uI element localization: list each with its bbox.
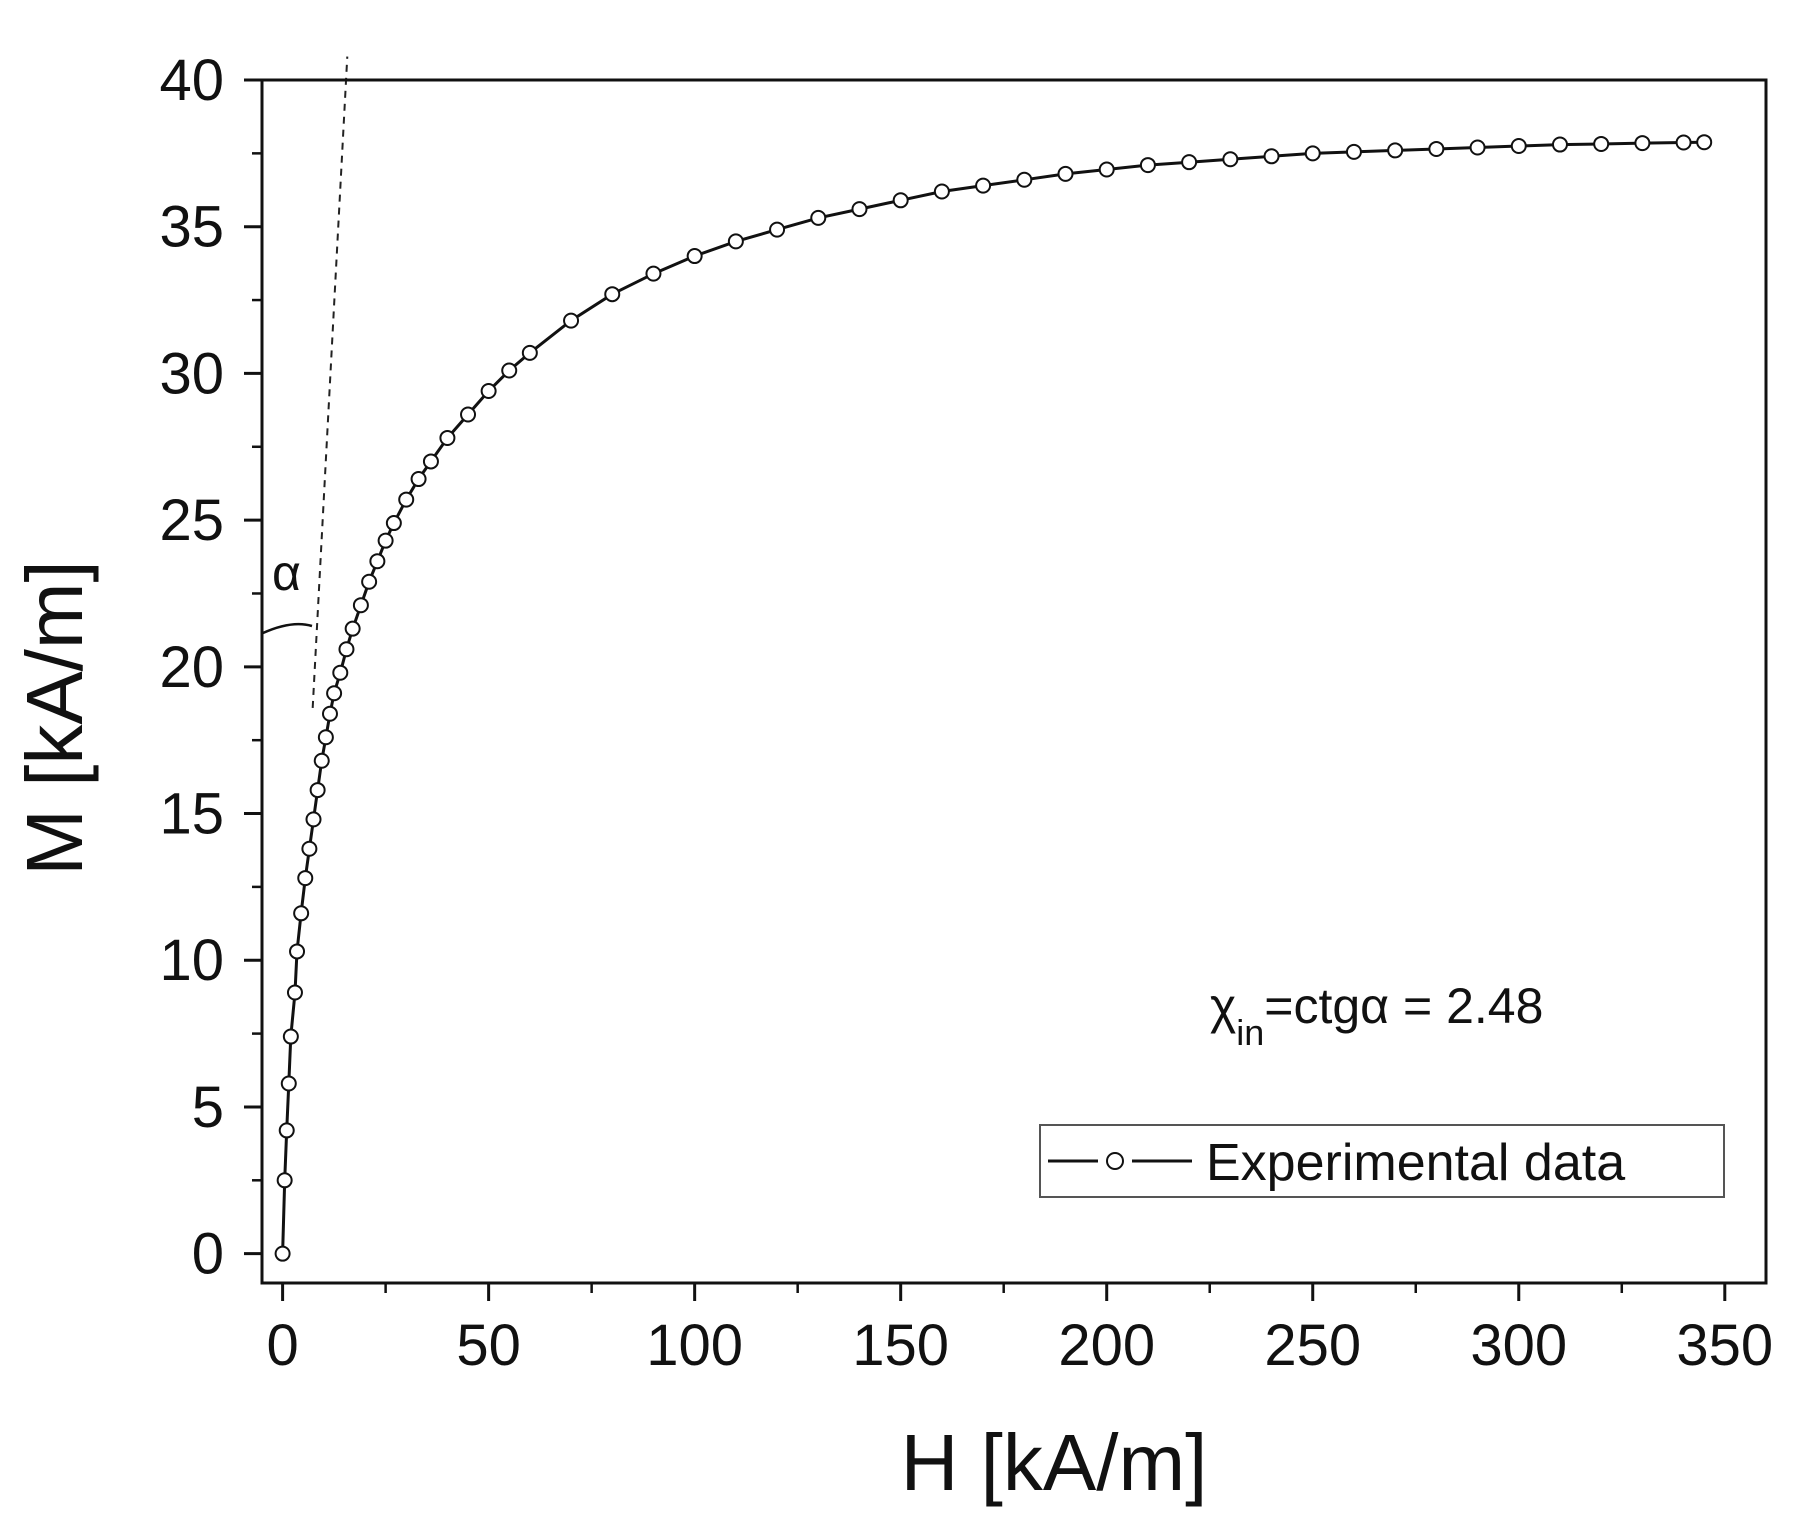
data-point bbox=[1304, 145, 1321, 162]
y-tick-label: 25 bbox=[159, 488, 224, 553]
series-line bbox=[281, 140, 1705, 1254]
tangent-line bbox=[311, 56, 349, 708]
data-point bbox=[280, 1075, 297, 1092]
legend-label: Experimental data bbox=[1206, 1134, 1625, 1192]
y-tick-label: 0 bbox=[192, 1222, 224, 1287]
data-point bbox=[377, 532, 394, 549]
data-point bbox=[975, 177, 992, 194]
chi-subscript: in bbox=[1236, 1012, 1264, 1053]
x-tick-label: 50 bbox=[456, 1313, 521, 1378]
data-point bbox=[1593, 135, 1610, 152]
x-tick-label: 150 bbox=[852, 1313, 949, 1378]
data-point bbox=[1634, 135, 1651, 152]
y-tick-label: 20 bbox=[159, 635, 224, 700]
data-point bbox=[1510, 138, 1527, 155]
tick-marks bbox=[244, 78, 1727, 1301]
angle-arc bbox=[262, 622, 313, 635]
data-point bbox=[317, 729, 334, 746]
data-point bbox=[460, 406, 477, 423]
data-point bbox=[1675, 134, 1692, 151]
data-point bbox=[301, 840, 318, 857]
data-point bbox=[309, 782, 326, 799]
y-axis-title: M [kA/m] bbox=[10, 560, 99, 876]
data-point bbox=[604, 286, 621, 303]
x-tick-label: 200 bbox=[1058, 1313, 1155, 1378]
data-point bbox=[326, 685, 343, 702]
data-point bbox=[1222, 151, 1239, 168]
y-tick-label: 15 bbox=[159, 782, 224, 847]
data-point bbox=[933, 183, 950, 200]
data-point bbox=[338, 641, 355, 658]
data-point bbox=[286, 984, 303, 1001]
data-point bbox=[810, 209, 827, 226]
data-point bbox=[1387, 142, 1404, 159]
data-point bbox=[361, 573, 378, 590]
legend: Experimental data bbox=[1039, 1124, 1725, 1198]
angle-alpha-label: α bbox=[272, 545, 301, 601]
data-point bbox=[645, 265, 662, 282]
data-point bbox=[1696, 134, 1713, 151]
data-point bbox=[385, 515, 402, 532]
chi-symbol: χ bbox=[1210, 978, 1236, 1034]
data-point bbox=[422, 453, 439, 470]
data-point bbox=[321, 705, 338, 722]
data-point bbox=[282, 1028, 299, 1045]
data-point bbox=[410, 471, 427, 488]
data-point bbox=[1139, 157, 1156, 174]
data-point bbox=[439, 429, 456, 446]
data-point bbox=[1181, 154, 1198, 171]
plot-frame bbox=[260, 78, 1768, 1285]
data-point bbox=[344, 620, 361, 637]
data-point bbox=[892, 192, 909, 209]
data-point bbox=[501, 362, 518, 379]
x-tick-label: 250 bbox=[1264, 1313, 1361, 1378]
data-point bbox=[1057, 165, 1074, 182]
data-point bbox=[352, 597, 369, 614]
data-point bbox=[686, 248, 703, 265]
data-point bbox=[769, 221, 786, 238]
data-point bbox=[727, 233, 744, 250]
data-point bbox=[278, 1122, 295, 1139]
data-point bbox=[1428, 140, 1445, 157]
x-tick-label: 350 bbox=[1676, 1313, 1773, 1378]
susceptibility-annotation: χin=ctgα = 2.48 bbox=[1210, 978, 1543, 1053]
data-point bbox=[563, 312, 580, 329]
data-point bbox=[297, 870, 314, 887]
data-point bbox=[521, 344, 538, 361]
chi-value: =ctgα = 2.48 bbox=[1264, 978, 1543, 1034]
data-point bbox=[398, 491, 415, 508]
data-point bbox=[1551, 136, 1568, 153]
legend-marker bbox=[1106, 1152, 1124, 1170]
x-tick-label: 300 bbox=[1470, 1313, 1567, 1378]
y-tick-label: 5 bbox=[192, 1075, 224, 1140]
y-tick-label: 30 bbox=[159, 341, 224, 406]
data-point bbox=[1098, 161, 1115, 178]
x-tick-label: 0 bbox=[266, 1313, 298, 1378]
data-point bbox=[313, 752, 330, 769]
data-point bbox=[289, 943, 306, 960]
y-tick-label: 10 bbox=[159, 928, 224, 993]
data-point bbox=[1016, 171, 1033, 188]
data-point bbox=[369, 553, 386, 570]
x-axis-title: H [kA/m] bbox=[901, 1418, 1208, 1507]
data-point bbox=[276, 1172, 293, 1189]
y-tick-label: 40 bbox=[159, 48, 224, 113]
data-point bbox=[1345, 143, 1362, 160]
data-point bbox=[274, 1245, 291, 1262]
data-point bbox=[1263, 148, 1280, 165]
data-point bbox=[305, 811, 322, 828]
data-point bbox=[480, 383, 497, 400]
data-point bbox=[851, 201, 868, 218]
data-point bbox=[293, 905, 310, 922]
data-point bbox=[1469, 139, 1486, 156]
plot-content bbox=[274, 56, 1713, 1262]
data-point bbox=[332, 664, 349, 681]
x-tick-label: 100 bbox=[646, 1313, 743, 1378]
tick-labels: 0 50 100 150 200 250 300 350 0 5 10 15 20 25 30 35 40 bbox=[159, 48, 1773, 1378]
y-tick-label: 35 bbox=[159, 195, 224, 260]
